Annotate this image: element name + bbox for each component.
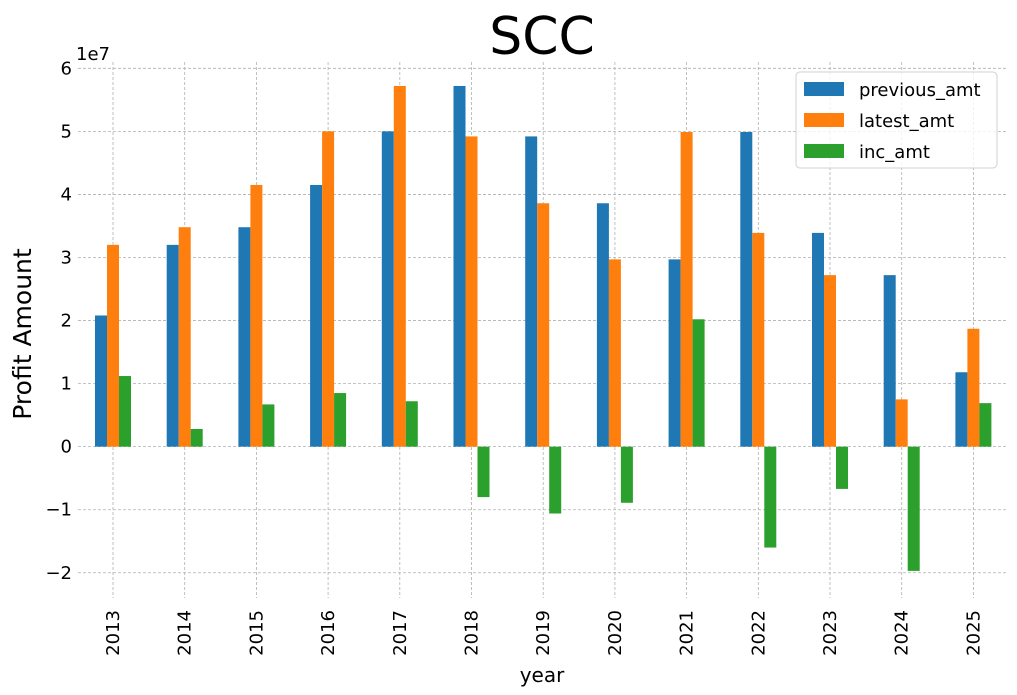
bar-previous_amt-2018 (453, 85, 466, 447)
bar-latest_amt-2014 (178, 227, 191, 447)
bar-latest_amt-2019 (537, 203, 550, 447)
bar-inc_amt-2017 (405, 401, 418, 447)
bar-latest_amt-2023 (824, 275, 836, 447)
chart-title: SCC (489, 7, 595, 67)
bar-latest_amt-2013 (107, 244, 119, 447)
legend-label-latest_amt: latest_amt (859, 111, 954, 132)
legend-swatch-previous_amt (804, 82, 844, 96)
legend-swatch-inc_amt (804, 144, 844, 158)
bar-inc_amt-2024 (907, 446, 920, 571)
bar-inc_amt-2023 (836, 446, 848, 489)
bar-inc_amt-2016 (334, 393, 347, 447)
y-tick-label: 0 (61, 437, 72, 458)
x-tick-label: 2017 (390, 610, 411, 656)
bar-inc_amt-2014 (190, 429, 203, 447)
x-tick-label: 2023 (820, 610, 841, 656)
legend-swatch-latest_amt (804, 113, 844, 127)
legend-label-inc_amt: inc_amt (859, 142, 930, 163)
x-tick-label: 2015 (246, 610, 267, 656)
bar-previous_amt-2024 (883, 275, 896, 447)
bars (95, 85, 992, 571)
bar-inc_amt-2025 (979, 403, 992, 447)
bar-latest_amt-2024 (895, 399, 908, 447)
x-tick-label: 2013 (103, 610, 124, 656)
bar-previous_amt-2019 (525, 136, 538, 447)
x-axis-label: year (520, 663, 565, 687)
bar-previous_amt-2023 (812, 232, 824, 447)
y-offset-label: 1e7 (76, 44, 110, 65)
x-tick-label: 2016 (318, 610, 339, 656)
y-tick-label: 4 (61, 184, 72, 205)
bar-previous_amt-2014 (166, 244, 179, 447)
bar-latest_amt-2025 (967, 328, 980, 447)
bar-previous_amt-2013 (95, 315, 107, 447)
x-tick-label: 2014 (175, 610, 196, 656)
bar-inc_amt-2020 (620, 446, 633, 503)
y-tick-label: −2 (45, 563, 72, 584)
x-tick-label: 2021 (677, 610, 698, 656)
bar-latest_amt-2022 (752, 232, 765, 447)
y-axis-label: Profit Amount (8, 248, 37, 420)
x-tick-label: 2019 (533, 610, 554, 656)
bar-inc_amt-2018 (477, 446, 490, 498)
bar-inc_amt-2022 (764, 446, 777, 548)
y-tick-label: −1 (45, 500, 72, 521)
bar-latest_amt-2021 (680, 131, 693, 447)
y-tick-label: 3 (61, 247, 72, 268)
bar-previous_amt-2017 (381, 131, 394, 447)
bar-previous_amt-2022 (740, 131, 753, 447)
x-tick-label: 2018 (462, 610, 483, 656)
y-tick-label: 1 (61, 374, 72, 395)
legend-box (795, 71, 998, 169)
x-tick-label: 2024 (892, 610, 913, 656)
y-tick-label: 5 (61, 121, 72, 142)
bar-inc_amt-2015 (262, 404, 275, 447)
x-tick-label: 2025 (963, 610, 984, 656)
bar-latest_amt-2016 (322, 131, 335, 447)
bar-previous_amt-2015 (238, 227, 251, 447)
legend-label-previous_amt: previous_amt (859, 80, 981, 101)
bar-latest_amt-2018 (465, 136, 478, 447)
bar-latest_amt-2020 (608, 259, 621, 447)
bar-inc_amt-2019 (549, 446, 562, 514)
bar-inc_amt-2013 (119, 376, 131, 447)
y-tick-label: 2 (61, 311, 72, 332)
bar-latest_amt-2015 (250, 184, 263, 447)
bar-inc_amt-2021 (692, 319, 705, 447)
bar-previous_amt-2021 (668, 259, 681, 447)
y-tick-label: 6 (61, 58, 72, 79)
bar-latest_amt-2017 (393, 85, 406, 447)
bar-previous_amt-2020 (596, 203, 609, 447)
bar-previous_amt-2025 (955, 372, 968, 447)
x-tick-label: 2022 (748, 610, 769, 656)
legend: previous_amt latest_amt inc_amt (795, 71, 998, 169)
bar-previous_amt-2016 (310, 184, 323, 447)
x-tick-label: 2020 (605, 610, 626, 656)
y-ticks: −2 −1 0 1 2 3 4 5 6 (45, 58, 72, 583)
x-ticks: 2013 2014 2015 2016 2017 2018 2019 2020 2021 2022… (103, 610, 984, 656)
